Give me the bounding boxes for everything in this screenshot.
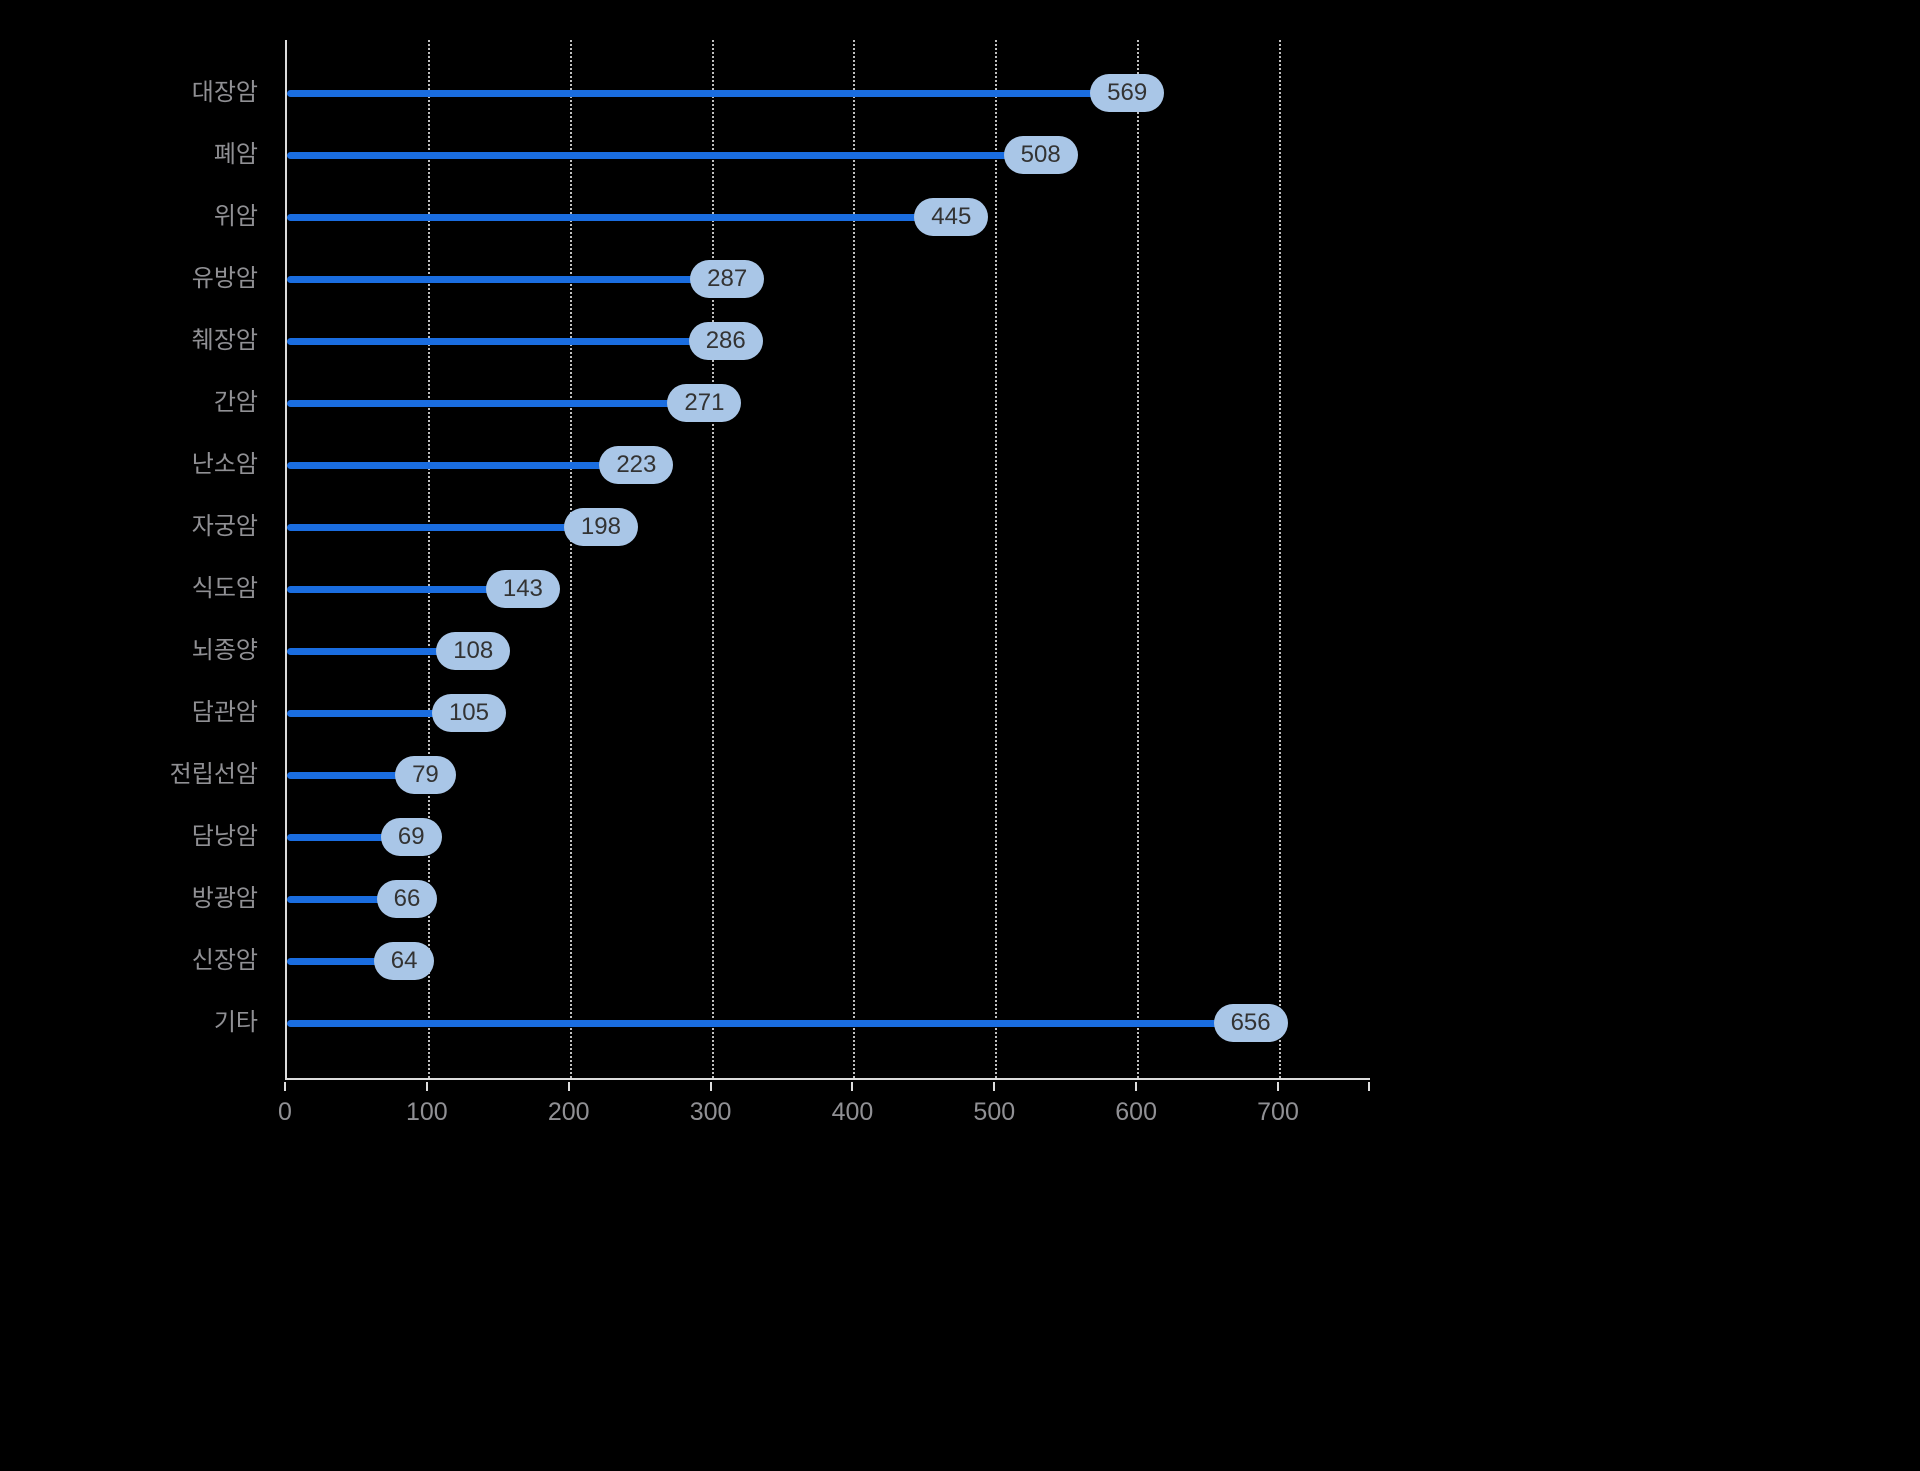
x-axis-tick [425, 1082, 428, 1091]
gridline [569, 40, 572, 1078]
gridline [995, 40, 998, 1078]
value-pill: 66 [376, 880, 438, 918]
value-pill: 79 [395, 756, 456, 794]
gridline [853, 40, 856, 1078]
gridline [711, 40, 714, 1078]
gridline [1137, 40, 1140, 1078]
x-axis-tick [851, 1082, 854, 1091]
category-label: 유방암 [191, 265, 258, 292]
x-axis-end-tick [1368, 1082, 1370, 1091]
category-label: 자궁암 [191, 513, 258, 540]
value-pill: 445 [914, 198, 989, 236]
bar-line [287, 957, 378, 965]
bar-line [287, 89, 1095, 97]
x-axis-tick [567, 1082, 570, 1091]
gridline [1279, 40, 1281, 1078]
value-pill: 287 [690, 260, 765, 298]
x-axis-tick [709, 1082, 712, 1091]
gridline [427, 40, 430, 1078]
category-label: 대장암 [191, 79, 258, 106]
category-label: 췌장암 [191, 327, 258, 354]
bar-line [287, 833, 385, 841]
plot-area: 569 508 445 287 286 271 223 198 143 108 105 79 69 66 6… [285, 40, 1370, 1080]
x-axis-tick [1135, 1082, 1138, 1091]
x-axis-tick [993, 1082, 996, 1091]
category-label: 담낭암 [191, 823, 258, 850]
category-label: 전립선암 [169, 761, 258, 788]
x-axis-tick-label: 400 [831, 1098, 874, 1126]
bar-line [287, 523, 568, 531]
category-label: 식도암 [191, 575, 258, 602]
x-axis-tick-label: 500 [973, 1098, 1016, 1126]
bar-line [287, 647, 441, 655]
bar-line [287, 895, 381, 903]
value-pill: 69 [380, 818, 442, 856]
bar-line [287, 275, 695, 283]
x-axis-tick-label: 100 [405, 1098, 448, 1126]
bar-line [287, 337, 693, 345]
x-axis-tick-label: 200 [547, 1098, 590, 1126]
bar-line [287, 399, 672, 407]
category-label: 난소암 [191, 451, 258, 478]
bar-line [287, 585, 490, 593]
x-axis-tick [284, 1082, 286, 1091]
value-pill: 105 [431, 694, 506, 732]
x-axis-tick [1277, 1082, 1279, 1091]
category-label: 신장암 [191, 947, 258, 974]
category-label: 방광암 [191, 885, 258, 912]
value-pill: 198 [563, 508, 638, 546]
category-label: 뇌종양 [191, 637, 258, 664]
x-axis-tick-label: 600 [1115, 1098, 1157, 1126]
x-axis-tick-label: 300 [689, 1098, 732, 1126]
bar-line [287, 151, 1008, 159]
x-axis: 0 100 200 300 400 500 600 700 [0, 1080, 1920, 1150]
category-label: 폐암 [213, 141, 258, 168]
value-pill: 656 [1213, 1004, 1288, 1042]
value-pill: 108 [436, 632, 511, 670]
category-label: 담관암 [191, 699, 258, 726]
x-axis-tick-label: 700 [1257, 1098, 1299, 1126]
category-label: 간암 [213, 389, 258, 416]
value-pill: 271 [667, 384, 742, 422]
value-pill: 286 [688, 322, 763, 360]
value-pill: 223 [599, 446, 674, 484]
bar-line [287, 213, 919, 221]
bar-line [287, 709, 436, 717]
bar-line [287, 461, 604, 469]
bar-line [287, 1019, 1218, 1027]
value-pill: 64 [373, 942, 435, 980]
value-pill: 143 [485, 570, 560, 608]
x-axis-tick-label: 0 [278, 1098, 292, 1126]
category-label: 기타 [213, 1009, 258, 1036]
value-pill: 508 [1003, 136, 1078, 174]
bar-line [287, 771, 400, 779]
value-pill: 569 [1090, 74, 1165, 112]
category-label: 위암 [213, 203, 258, 230]
